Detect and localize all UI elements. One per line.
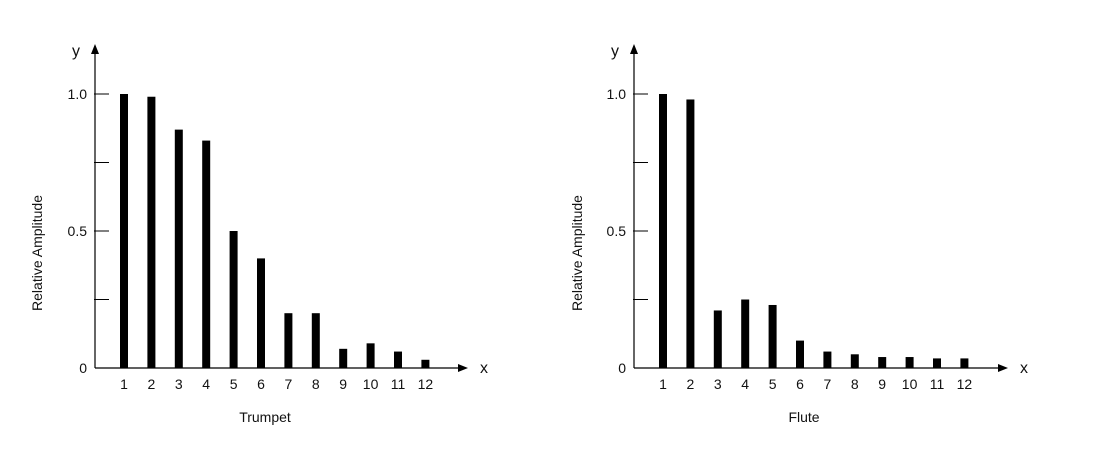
bar-harmonic-2	[147, 96, 156, 369]
bar-harmonic-8	[311, 313, 320, 368]
y-tick-label: 0.5	[607, 223, 627, 239]
x-tick-label: 12	[957, 376, 973, 392]
x-tick-label: 4	[202, 376, 210, 392]
x-tick-label: 2	[148, 376, 156, 392]
x-axis-symbol: x	[480, 360, 488, 377]
y-axis-symbol: y	[611, 43, 619, 60]
y-tick-label: 1.0	[68, 86, 88, 102]
x-tick-label: 5	[769, 376, 777, 392]
x-axis-arrow	[998, 364, 1008, 372]
x-tick-label: 6	[796, 376, 804, 392]
y-tick-label: 1.0	[607, 86, 627, 102]
bar-harmonic-3	[713, 310, 722, 368]
y-tick-label: 0	[618, 360, 626, 376]
bar-harmonic-9	[339, 348, 348, 368]
bar-harmonic-6	[257, 258, 265, 368]
bar-harmonic-3	[174, 129, 183, 368]
x-axis-arrow	[458, 364, 468, 372]
chart-caption: Flute	[788, 409, 819, 425]
bar-harmonic-12	[421, 359, 430, 368]
x-tick-label: 8	[312, 376, 320, 392]
x-tick-label: 7	[824, 376, 832, 392]
x-tick-label: 3	[714, 376, 722, 392]
bar-harmonic-7	[823, 351, 832, 368]
x-tick-label: 7	[285, 376, 293, 392]
bar-harmonic-1	[659, 94, 667, 368]
x-tick-label: 1	[659, 376, 667, 392]
bar-harmonic-9	[878, 357, 887, 368]
bar-harmonic-4	[202, 140, 211, 368]
bar-harmonic-7	[284, 313, 293, 368]
bar-harmonic-10	[905, 357, 914, 368]
x-tick-label: 1	[120, 376, 128, 392]
bar-harmonic-6	[796, 340, 804, 368]
bar-harmonic-5	[768, 304, 777, 368]
y-axis-title: Relative Amplitude	[29, 195, 45, 311]
x-tick-label: 11	[391, 376, 406, 392]
x-tick-label: 9	[339, 376, 347, 392]
bar-harmonic-10	[366, 343, 375, 368]
bar-harmonic-4	[741, 299, 750, 368]
x-tick-label: 10	[363, 376, 379, 392]
y-tick-label: 0.5	[68, 223, 88, 239]
x-tick-label: 10	[902, 376, 918, 392]
y-axis-arrow	[630, 44, 638, 54]
bar-harmonic-11	[933, 358, 941, 368]
x-tick-label: 2	[687, 376, 695, 392]
bar-harmonic-12	[960, 358, 969, 368]
x-tick-label: 11	[930, 376, 945, 392]
x-tick-label: 12	[418, 376, 434, 392]
y-axis-arrow	[91, 44, 99, 54]
bar-harmonic-1	[120, 94, 128, 368]
x-tick-label: 6	[257, 376, 265, 392]
y-tick-label: 0	[79, 360, 87, 376]
x-tick-label: 5	[230, 376, 238, 392]
y-axis-symbol: y	[72, 43, 80, 60]
x-tick-label: 8	[851, 376, 859, 392]
x-axis-symbol: x	[1020, 360, 1028, 377]
bar-harmonic-5	[229, 231, 238, 368]
bar-harmonic-11	[394, 351, 402, 368]
x-tick-label: 3	[175, 376, 183, 392]
bar-harmonic-2	[686, 99, 695, 368]
y-axis-title: Relative Amplitude	[569, 195, 585, 311]
x-tick-label: 4	[741, 376, 749, 392]
x-tick-label: 9	[878, 376, 886, 392]
bar-harmonic-8	[850, 354, 859, 368]
chart-caption: Trumpet	[239, 409, 291, 425]
